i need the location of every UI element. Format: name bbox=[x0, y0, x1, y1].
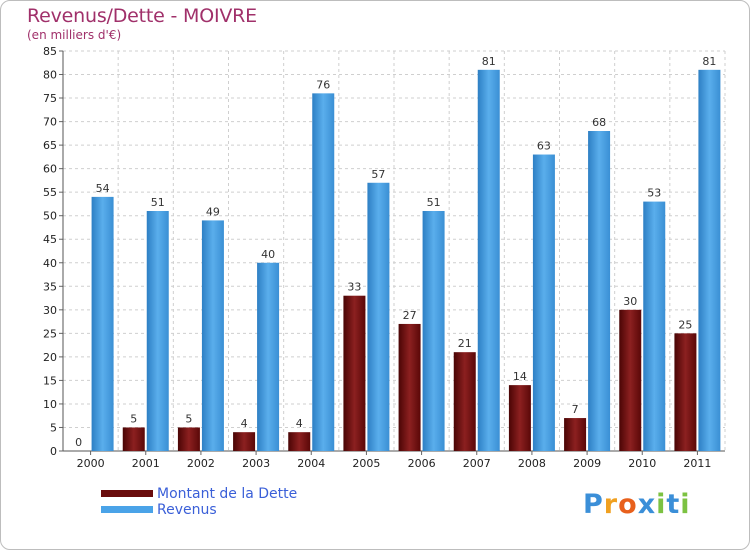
bar-debt bbox=[564, 418, 587, 451]
data-label-debt: 33 bbox=[347, 281, 361, 294]
bar-revenue bbox=[588, 131, 611, 451]
x-tick-label: 2011 bbox=[683, 457, 711, 470]
data-label-debt: 0 bbox=[75, 436, 82, 449]
bar-revenue bbox=[643, 201, 666, 451]
x-tick-label: 2000 bbox=[77, 457, 105, 470]
bar-debt bbox=[177, 427, 200, 451]
data-label-revenue: 57 bbox=[371, 168, 385, 181]
y-tick-label: 45 bbox=[43, 233, 57, 246]
logo-letter: r bbox=[603, 489, 619, 520]
x-tick-label: 2007 bbox=[463, 457, 491, 470]
bar-revenue bbox=[312, 93, 335, 452]
y-tick-label: 50 bbox=[43, 210, 57, 223]
y-tick-label: 70 bbox=[43, 116, 57, 129]
legend-label-revenue: Revenus bbox=[157, 502, 217, 518]
y-tick-label: 40 bbox=[43, 257, 57, 270]
y-tick-label: 35 bbox=[43, 280, 57, 293]
y-tick-label: 80 bbox=[43, 69, 57, 82]
data-label-revenue: 63 bbox=[537, 140, 551, 153]
data-label-debt: 7 bbox=[572, 403, 579, 416]
bar-debt bbox=[233, 432, 256, 451]
y-tick-label: 65 bbox=[43, 139, 57, 152]
data-label-debt: 25 bbox=[678, 318, 692, 331]
logo-letter: i bbox=[680, 489, 691, 520]
y-tick-label: 85 bbox=[43, 45, 57, 58]
bar-revenue bbox=[91, 196, 114, 451]
x-tick-label: 2009 bbox=[573, 457, 601, 470]
legend-swatch-debt bbox=[101, 490, 153, 497]
data-label-revenue: 81 bbox=[702, 55, 716, 68]
x-tick-label: 2010 bbox=[628, 457, 656, 470]
bar-debt bbox=[674, 333, 697, 451]
x-tick-label: 2001 bbox=[132, 457, 160, 470]
bar-debt bbox=[619, 309, 642, 451]
data-label-debt: 5 bbox=[130, 412, 137, 425]
bar-debt bbox=[508, 385, 531, 451]
grid-layer bbox=[62, 50, 726, 452]
bar-debt bbox=[453, 352, 476, 451]
bar-revenue bbox=[146, 211, 169, 451]
legend-label-debt: Montant de la Dette bbox=[157, 486, 298, 502]
x-tick-label: 2008 bbox=[518, 457, 546, 470]
data-label-debt: 5 bbox=[185, 412, 192, 425]
y-tick-label: 0 bbox=[50, 445, 57, 458]
y-tick-label: 60 bbox=[43, 163, 57, 176]
x-tick-label: 2003 bbox=[242, 457, 270, 470]
legend-swatch-revenue bbox=[101, 506, 153, 513]
x-tick-label: 2005 bbox=[352, 457, 380, 470]
data-label-debt: 30 bbox=[623, 295, 637, 308]
y-tick-label: 75 bbox=[43, 92, 57, 105]
x-tick-label: 2002 bbox=[187, 457, 215, 470]
y-tick-label: 20 bbox=[43, 351, 57, 364]
bar-debt bbox=[288, 432, 311, 451]
chart-subtitle: (en milliers d'€) bbox=[27, 28, 122, 42]
bar-revenue bbox=[257, 262, 280, 451]
proxiti-logo: Proxiti bbox=[583, 489, 691, 520]
y-tick-label: 5 bbox=[50, 421, 57, 434]
y-tick-label: 10 bbox=[43, 398, 57, 411]
bar-debt bbox=[122, 427, 145, 451]
y-tick-label: 55 bbox=[43, 186, 57, 199]
data-label-revenue: 54 bbox=[96, 182, 110, 195]
bar-revenue bbox=[367, 182, 390, 451]
bar-revenue bbox=[698, 69, 721, 451]
y-tick-label: 25 bbox=[43, 327, 57, 340]
data-label-revenue: 53 bbox=[647, 187, 661, 200]
data-label-debt: 14 bbox=[513, 370, 527, 383]
chart-title: Revenus/Dette - MOIVRE bbox=[27, 5, 257, 27]
logo-letter: x bbox=[637, 489, 657, 520]
y-tick-label: 15 bbox=[43, 374, 57, 387]
label-layer: 0 54 5 51 5 49 4 40 4 76 33 57 27 51 21 81 14 63 7 68 30 53 25… bbox=[75, 55, 716, 449]
bar-revenue bbox=[477, 69, 500, 451]
bar-revenue bbox=[422, 211, 445, 451]
data-label-debt: 4 bbox=[241, 417, 248, 430]
data-label-revenue: 81 bbox=[482, 55, 496, 68]
data-label-revenue: 68 bbox=[592, 116, 606, 129]
data-label-revenue: 51 bbox=[151, 196, 165, 209]
logo-letter: t bbox=[666, 489, 681, 520]
data-label-revenue: 76 bbox=[316, 78, 330, 91]
data-label-revenue: 51 bbox=[427, 196, 441, 209]
data-label-revenue: 49 bbox=[206, 205, 220, 218]
bar-revenue bbox=[201, 220, 224, 451]
y-tick-label: 30 bbox=[43, 304, 57, 317]
data-label-debt: 4 bbox=[296, 417, 303, 430]
x-tick-label: 2006 bbox=[408, 457, 436, 470]
bar-debt bbox=[398, 323, 421, 451]
bar-layer bbox=[91, 69, 721, 452]
logo-letter: o bbox=[618, 489, 638, 520]
x-tick-label: 2004 bbox=[297, 457, 325, 470]
bar-revenue bbox=[532, 154, 555, 451]
bar-debt bbox=[343, 295, 366, 451]
data-label-revenue: 40 bbox=[261, 248, 275, 261]
logo-letter: P bbox=[583, 489, 604, 520]
logo-letter: i bbox=[656, 489, 667, 520]
data-label-debt: 21 bbox=[458, 337, 472, 350]
data-label-debt: 27 bbox=[403, 309, 417, 322]
